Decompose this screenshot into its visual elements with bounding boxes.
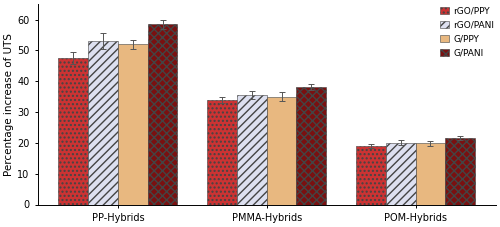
Legend: rGO/PPY, rGO/PANI, G/PPY, G/PANI: rGO/PPY, rGO/PANI, G/PPY, G/PANI: [438, 5, 496, 59]
Bar: [356, 146, 386, 205]
Bar: [296, 87, 326, 205]
Bar: [266, 97, 296, 205]
Y-axis label: Percentage increase of UTS: Percentage increase of UTS: [4, 33, 14, 176]
Bar: [446, 138, 475, 205]
Bar: [88, 41, 118, 205]
Bar: [58, 58, 88, 205]
Bar: [416, 143, 446, 205]
Bar: [148, 24, 178, 205]
Bar: [207, 100, 237, 205]
Bar: [386, 143, 416, 205]
Bar: [118, 44, 148, 205]
Bar: [237, 95, 266, 205]
